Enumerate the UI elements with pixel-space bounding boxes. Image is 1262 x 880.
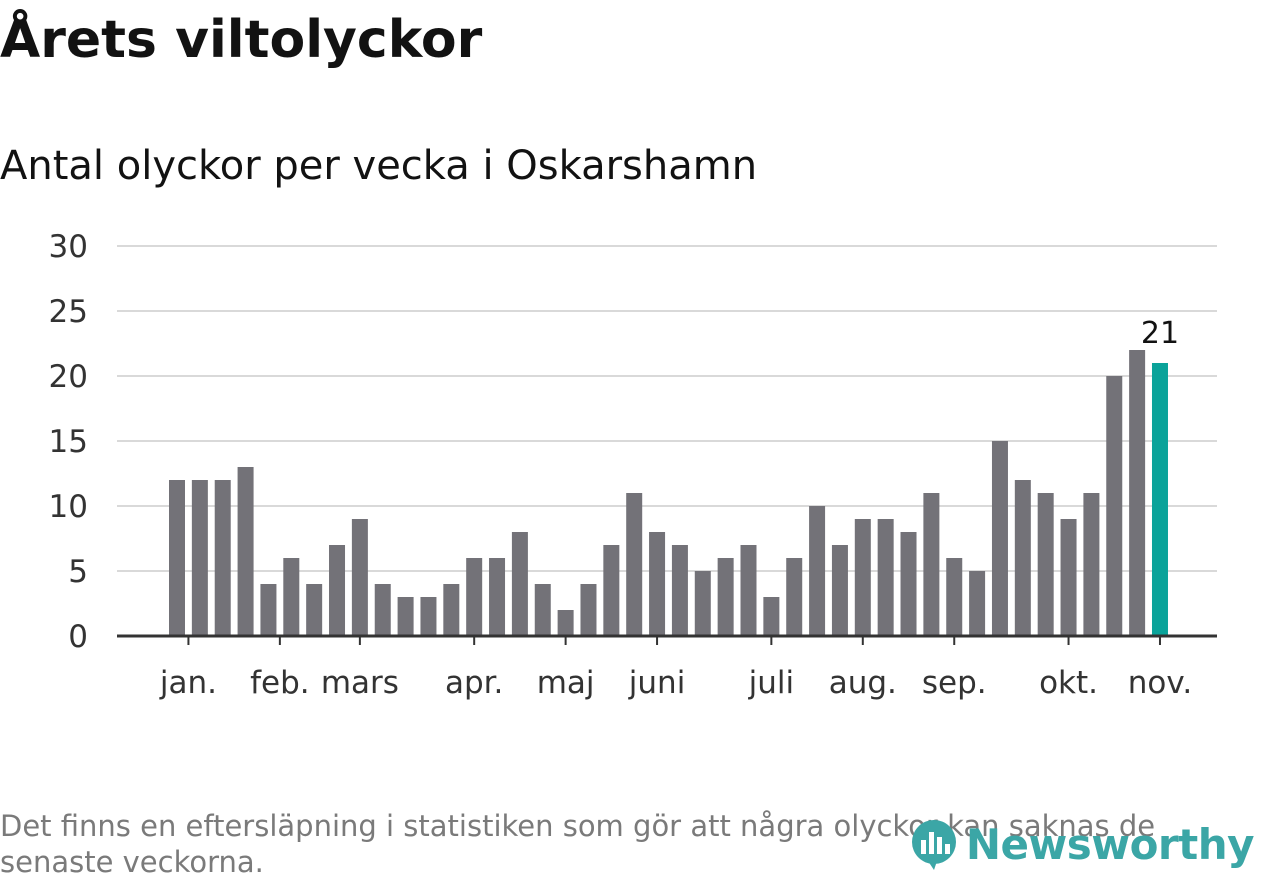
y-tick-label: 20 bbox=[49, 359, 88, 395]
highlighted-bar bbox=[1151, 363, 1168, 636]
x-tick-label: feb. bbox=[250, 665, 310, 701]
data-label: 21 bbox=[1141, 316, 1179, 351]
x-tick-label: jan. bbox=[159, 665, 217, 701]
bar bbox=[626, 493, 643, 636]
bar bbox=[1129, 350, 1146, 636]
x-tick-label: okt. bbox=[1039, 665, 1098, 701]
bar bbox=[786, 558, 803, 636]
bar bbox=[397, 597, 414, 636]
x-tick-label: maj bbox=[537, 665, 595, 701]
bar bbox=[169, 480, 185, 636]
y-tick-label: 5 bbox=[68, 554, 88, 590]
x-tick-label: mars bbox=[321, 665, 399, 701]
y-tick-label: 30 bbox=[49, 229, 88, 265]
bar bbox=[237, 467, 254, 636]
bar bbox=[214, 480, 231, 636]
bar bbox=[831, 545, 848, 636]
bar bbox=[466, 558, 483, 636]
x-tick-label: juni bbox=[628, 665, 686, 701]
bar bbox=[649, 532, 666, 636]
bar bbox=[717, 558, 734, 636]
bar bbox=[969, 571, 986, 636]
bar-chart: 0 5 10 15 20 25 30 21 jan. feb. mars apr. maj juni jul… bbox=[49, 229, 1217, 701]
y-tick-label: 25 bbox=[49, 294, 88, 330]
bar bbox=[580, 584, 597, 636]
x-tick-label: apr. bbox=[445, 665, 503, 701]
bar bbox=[351, 519, 368, 636]
y-tick-label: 0 bbox=[68, 619, 88, 655]
chart-title: Årets viltolyckor bbox=[0, 10, 483, 70]
bar bbox=[809, 506, 826, 636]
bar bbox=[740, 545, 757, 636]
x-tick-label: sep. bbox=[922, 665, 987, 701]
footnote: Det finns en eftersläpning i statistiken… bbox=[0, 809, 1156, 879]
bar bbox=[306, 584, 323, 636]
bar bbox=[260, 584, 277, 636]
x-tick-label: nov. bbox=[1128, 665, 1192, 701]
bar bbox=[991, 441, 1008, 636]
bar bbox=[854, 519, 871, 636]
x-tick-label: juli bbox=[748, 665, 795, 701]
bar bbox=[1083, 493, 1100, 636]
bar bbox=[763, 597, 780, 636]
y-tick-label: 15 bbox=[49, 424, 88, 460]
bar bbox=[603, 545, 620, 636]
y-tick-label: 10 bbox=[49, 489, 88, 525]
bar bbox=[420, 597, 437, 636]
bar bbox=[1106, 376, 1123, 636]
bar bbox=[694, 571, 711, 636]
newsworthy-logo-icon bbox=[911, 820, 956, 870]
bar bbox=[511, 532, 528, 636]
bar bbox=[374, 584, 391, 636]
x-tick-label: aug. bbox=[829, 665, 897, 701]
bar bbox=[329, 545, 346, 636]
bar bbox=[900, 532, 917, 636]
bar bbox=[534, 584, 551, 636]
bar bbox=[877, 519, 894, 636]
bar bbox=[191, 480, 208, 636]
bar bbox=[443, 584, 460, 636]
brand-name: Newsworthy bbox=[965, 819, 1255, 869]
bar bbox=[557, 610, 574, 636]
bar bbox=[946, 558, 963, 636]
bar bbox=[1060, 519, 1077, 636]
brand-logo: Newsworthy bbox=[908, 818, 1255, 870]
bar bbox=[283, 558, 300, 636]
bar bbox=[489, 558, 506, 636]
bar bbox=[1014, 480, 1031, 636]
bar bbox=[671, 545, 688, 636]
chart-subtitle: Antal olyckor per vecka i Oskarshamn bbox=[0, 143, 758, 189]
bar bbox=[1037, 493, 1054, 636]
bar bbox=[923, 493, 940, 636]
